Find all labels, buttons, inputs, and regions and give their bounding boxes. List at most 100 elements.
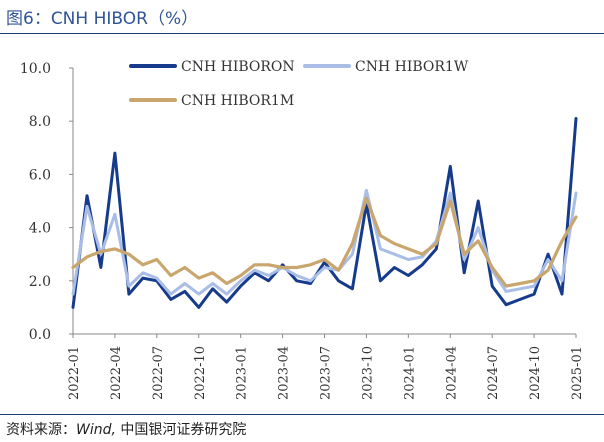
data-point	[197, 306, 200, 309]
data-point	[86, 256, 88, 258]
data-point	[142, 264, 144, 266]
data-point	[351, 253, 354, 255]
data-point	[309, 280, 312, 282]
data-point	[421, 253, 424, 255]
data-point	[547, 253, 549, 255]
data-point	[393, 253, 396, 255]
legend-label: CNH HIBOR1M	[181, 93, 294, 109]
data-point	[449, 192, 452, 194]
data-point	[463, 258, 466, 261]
data-point	[183, 282, 186, 285]
data-point	[533, 293, 535, 295]
source-en: Wind,	[76, 422, 116, 438]
data-point	[463, 272, 466, 274]
data-point	[547, 258, 549, 261]
data-point	[170, 298, 172, 301]
data-point	[197, 277, 200, 279]
data-point	[267, 264, 270, 266]
data-point	[253, 264, 256, 266]
data-point	[547, 269, 549, 271]
data-point	[379, 248, 382, 250]
data-point	[295, 274, 298, 277]
chart-legend: CNH HIBORON CNH HIBOR1W CNH HIBOR1M	[129, 59, 469, 109]
data-point	[72, 306, 74, 309]
x-tick-label: 2024-07	[486, 346, 501, 400]
x-tick-label: 2025-01	[570, 346, 585, 400]
data-point	[407, 258, 410, 261]
data-point	[435, 248, 438, 250]
data-point	[170, 293, 172, 295]
series-layer	[71, 117, 578, 309]
chart-axes: 0.0 2.0 4.0 6.0 8.0 10.0 2022-01 2022-04 2022-07…	[20, 61, 585, 400]
legend-label: CNH HIBOR1W	[355, 59, 469, 75]
x-tick-label: 2022-04	[109, 346, 124, 400]
data-point	[435, 242, 438, 245]
data-point	[142, 277, 144, 279]
data-point	[505, 290, 507, 293]
data-point	[225, 282, 228, 285]
data-point	[561, 240, 563, 242]
data-point	[281, 266, 284, 269]
data-point	[519, 298, 521, 301]
x-tick-label: 2023-10	[360, 346, 375, 400]
data-point	[533, 285, 535, 287]
data-point	[491, 285, 493, 287]
data-point	[477, 240, 479, 242]
data-point	[449, 200, 452, 202]
data-point	[114, 152, 116, 154]
data-point	[295, 266, 298, 269]
data-point	[114, 213, 116, 216]
data-point	[365, 197, 368, 200]
data-point	[477, 226, 479, 229]
data-point	[421, 256, 424, 258]
data-point	[463, 253, 466, 255]
data-point	[477, 200, 479, 202]
x-tick-label: 2023-01	[235, 346, 250, 400]
y-tick-label: 2.0	[29, 274, 51, 290]
y-tick-label: 4.0	[29, 221, 51, 237]
data-point	[156, 277, 158, 279]
data-point	[575, 192, 577, 194]
y-tick-label: 8.0	[29, 114, 51, 130]
legend-label: CNH HIBORON	[181, 59, 295, 75]
data-point	[295, 280, 298, 282]
data-point	[561, 280, 563, 282]
x-tick-label: 2024-10	[528, 346, 543, 400]
data-point	[156, 258, 158, 261]
data-point	[100, 253, 102, 255]
data-point	[421, 264, 424, 266]
data-point	[197, 293, 200, 295]
hibor-line-chart: 0.0 2.0 4.0 6.0 8.0 10.0 2022-01 2022-04 2022-07…	[20, 59, 585, 400]
data-point	[114, 248, 116, 250]
data-point	[128, 293, 130, 295]
data-point	[449, 165, 452, 168]
y-tick-label: 10.0	[20, 61, 51, 77]
page-title: 图6：CNH HIBOR（%）	[6, 9, 199, 29]
data-point	[183, 290, 186, 293]
data-point	[575, 216, 577, 218]
x-tick-label: 2022-07	[151, 346, 166, 400]
data-point	[239, 280, 242, 282]
data-point	[128, 285, 130, 287]
data-point	[323, 266, 326, 269]
data-point	[491, 266, 493, 269]
x-tick-label: 2024-04	[444, 346, 459, 400]
data-point	[239, 274, 242, 277]
source-cn: 中国银河证券研究院	[115, 422, 247, 438]
data-point	[170, 274, 172, 277]
source-prefix: 资料来源：	[6, 422, 76, 438]
data-point	[365, 189, 368, 192]
data-point	[393, 266, 396, 269]
data-point	[72, 266, 74, 269]
data-point	[379, 280, 382, 282]
data-point	[100, 266, 102, 269]
source-note: 资料来源：Wind, 中国银河证券研究院	[6, 419, 246, 439]
y-tick-label: 0.0	[29, 327, 51, 343]
x-tick-label: 2023-04	[277, 346, 292, 400]
x-tick-label: 2022-10	[193, 346, 208, 400]
data-point	[561, 293, 563, 295]
data-point	[72, 293, 74, 295]
data-point	[211, 282, 214, 285]
data-point	[211, 272, 214, 274]
data-point	[533, 280, 535, 282]
